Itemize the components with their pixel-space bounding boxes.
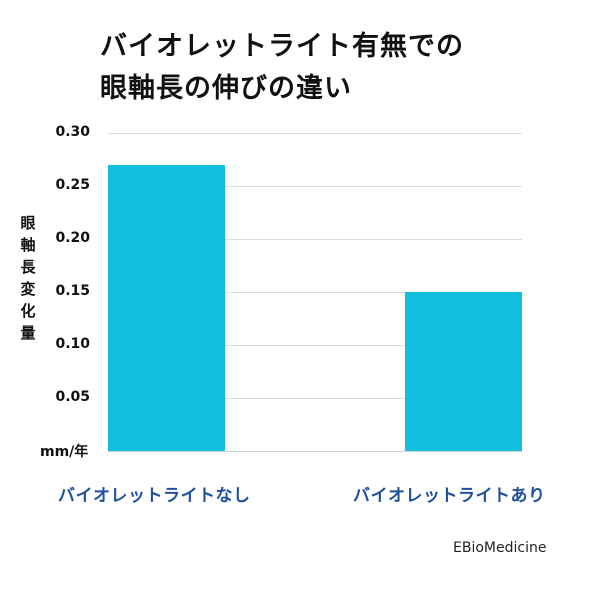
source-credit: EBioMedicine <box>453 540 547 556</box>
gridline-0.30 <box>108 133 522 134</box>
y-axis-label-char: 化 <box>20 302 36 320</box>
chart-title: バイオレットライト有無での 眼軸長の伸びの違い <box>100 26 464 110</box>
y-tick: 0.10 <box>55 336 90 352</box>
y-tick: 0.30 <box>55 124 90 140</box>
x-category-label: バイオレットライトなし <box>58 486 251 506</box>
gridline-0.20 <box>108 239 522 240</box>
y-tick: 0.05 <box>55 389 90 405</box>
y-axis-unit: mm/年 <box>40 444 89 460</box>
y-axis-label-char: 量 <box>20 324 36 342</box>
bar-with-violet-light <box>405 292 522 451</box>
y-axis-label-char: 変 <box>20 280 36 298</box>
x-category-label: バイオレットライトあり <box>353 486 546 506</box>
y-axis-label: 眼 軸 長 変 化 量 <box>16 212 40 344</box>
y-tick: 0.15 <box>55 283 90 299</box>
y-axis-label-char: 眼 <box>20 214 36 232</box>
gridline-0.05 <box>108 398 522 399</box>
chart-title-line-1: バイオレットライト有無での <box>100 31 464 62</box>
chart-title-line-2: 眼軸長の伸びの違い <box>100 73 352 104</box>
gridline-0.25 <box>108 186 522 187</box>
y-axis-label-char: 軸 <box>20 236 36 254</box>
x-axis-baseline <box>108 451 522 452</box>
y-axis-label-char: 長 <box>20 258 36 276</box>
gridline-0.10 <box>108 345 522 346</box>
gridline-0.15 <box>108 292 522 293</box>
y-tick: 0.25 <box>55 177 90 193</box>
bar-without-violet-light <box>108 164 225 451</box>
y-tick: 0.20 <box>55 230 90 246</box>
